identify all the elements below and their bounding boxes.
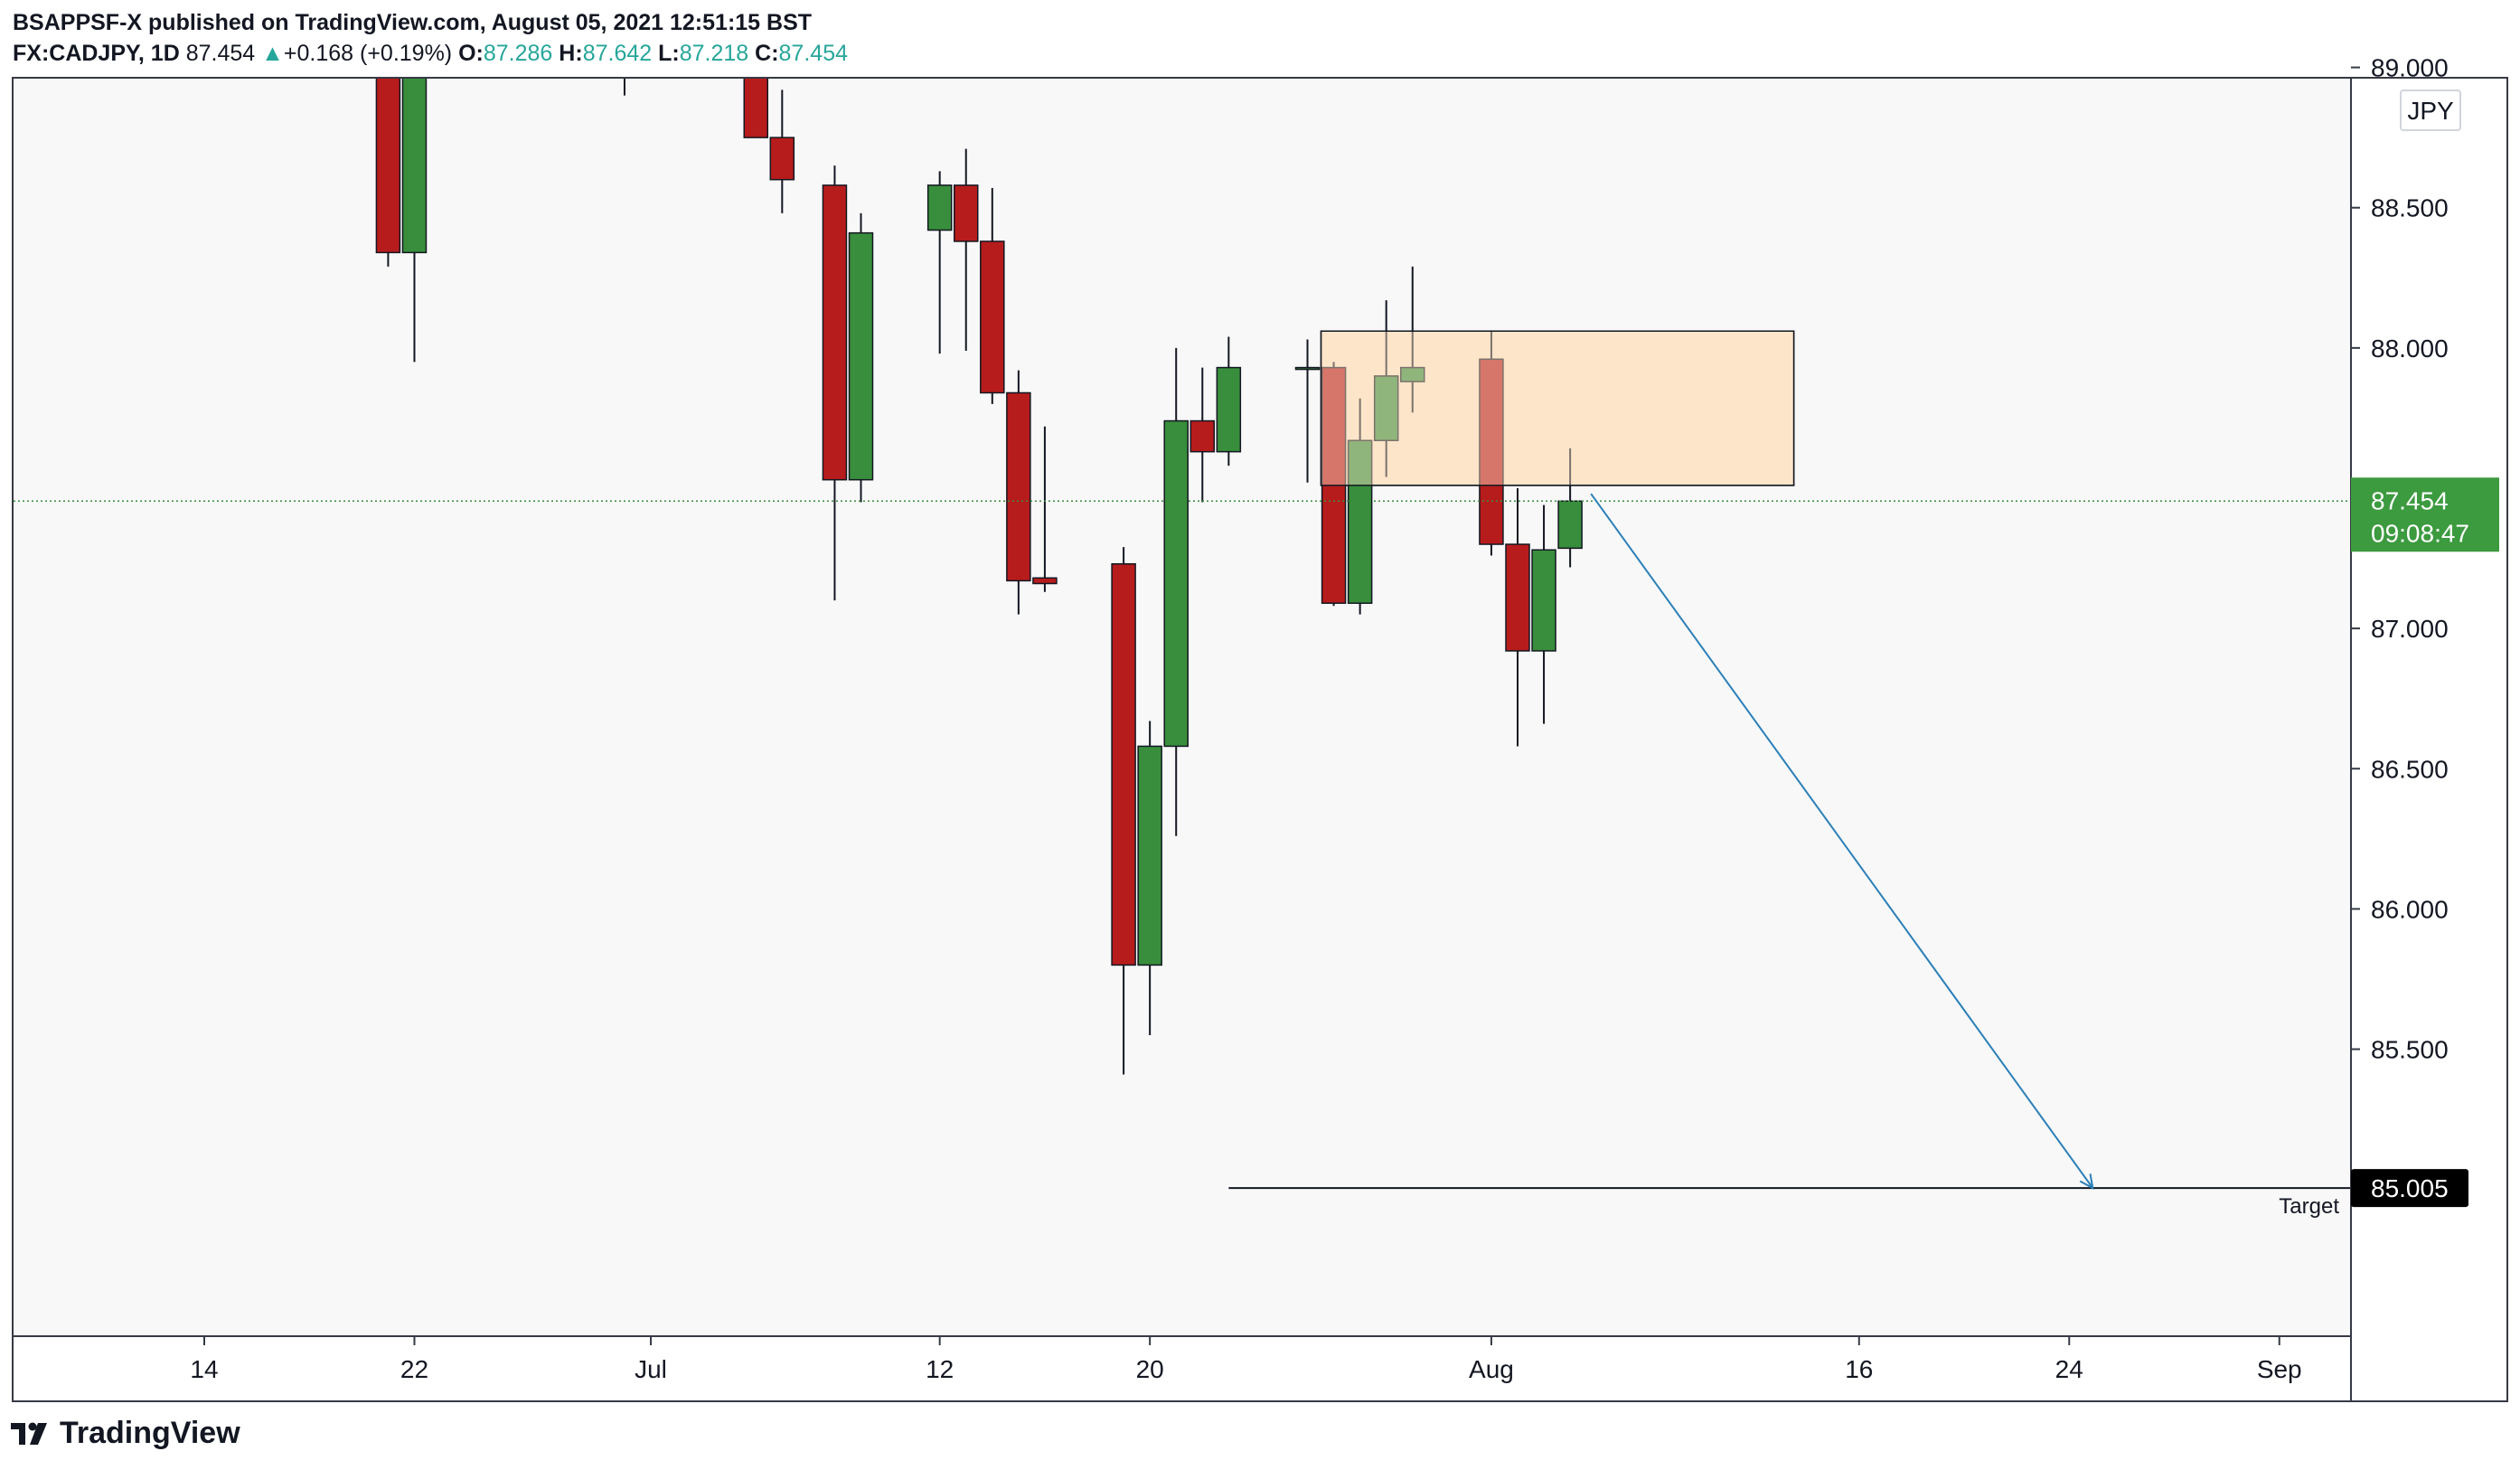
x-tick-label: Jul xyxy=(635,1355,667,1383)
y-tick-label: 87.000 xyxy=(2371,615,2449,643)
x-tick-label: Sep xyxy=(2257,1355,2302,1383)
x-tick-label: 14 xyxy=(190,1355,218,1383)
close-value: 87.454 xyxy=(778,41,848,66)
target-price-tag xyxy=(2351,1169,2468,1208)
candle-body[interactable] xyxy=(375,25,401,254)
candle-body[interactable] xyxy=(848,231,874,481)
candle-body[interactable] xyxy=(1557,500,1583,550)
candle-body[interactable] xyxy=(1400,366,1425,382)
candle-body[interactable] xyxy=(1479,358,1504,545)
projection-arrowhead-icon xyxy=(2079,1173,2094,1190)
y-tick-label: 85.500 xyxy=(2371,1036,2449,1064)
x-tick-label: 24 xyxy=(2055,1355,2083,1383)
tradingview-logo-icon xyxy=(11,1422,47,1445)
y-tick-label: 89.000 xyxy=(2371,54,2449,82)
y-tick-label: 88.000 xyxy=(2371,335,2449,363)
change-arrow-icon: ▲ xyxy=(261,41,284,66)
y-tick-label: 86.500 xyxy=(2371,755,2449,783)
candle-body[interactable] xyxy=(297,0,321,23)
candle-body[interactable] xyxy=(822,184,848,481)
tradingview-logo[interactable]: TradingView xyxy=(11,1416,240,1451)
target-text: Target xyxy=(2279,1194,2339,1219)
target-price-label: 85.005 xyxy=(2371,1174,2449,1202)
currency-button[interactable] xyxy=(2400,90,2461,131)
ohlc-line: FX:CADJPY, 1D 87.454 ▲+0.168 (+0.19%) O:… xyxy=(13,38,848,69)
supply-zone-overlay xyxy=(1320,330,1795,486)
x-tick-label: 16 xyxy=(1845,1355,1873,1383)
open-label: O: xyxy=(458,41,484,66)
candle-body[interactable] xyxy=(613,0,636,53)
symbol-label[interactable]: FX:CADJPY, 1D xyxy=(13,41,180,66)
candle-body[interactable] xyxy=(1347,439,1373,604)
candle-body[interactable] xyxy=(1189,419,1216,453)
low-label: L: xyxy=(658,41,680,66)
y-tick-label: 88.500 xyxy=(2371,194,2449,222)
candle-body[interactable] xyxy=(1505,543,1530,652)
last-price: 87.454 xyxy=(185,41,256,66)
candle-body[interactable] xyxy=(1032,577,1058,585)
candle-body[interactable] xyxy=(1163,419,1189,748)
candle-body[interactable] xyxy=(401,8,428,254)
current-price-label: 87.454 xyxy=(2371,486,2449,514)
candle-body[interactable] xyxy=(1216,366,1242,453)
candle-body[interactable] xyxy=(1531,549,1556,652)
low-value: 87.218 xyxy=(679,41,749,66)
candle-body[interactable] xyxy=(743,0,769,138)
candle-body[interactable] xyxy=(587,0,610,53)
publisher-line: BSAPPSF-X published on TradingView.com, … xyxy=(13,10,813,35)
candle-body[interactable] xyxy=(1137,745,1162,966)
y-tick-label: 86.000 xyxy=(2371,895,2449,923)
candle-body[interactable] xyxy=(1373,375,1399,441)
chart-frame xyxy=(12,77,2508,1402)
open-value: 87.286 xyxy=(483,41,553,66)
brand-name: TradingView xyxy=(60,1416,240,1450)
candle-body[interactable] xyxy=(953,184,979,242)
countdown-label: 09:08:47 xyxy=(2371,519,2469,547)
candle-body[interactable] xyxy=(769,137,795,181)
candle-body[interactable] xyxy=(1006,391,1031,582)
currency-label: JPY xyxy=(2407,97,2454,125)
x-tick-label: 22 xyxy=(400,1355,428,1383)
x-tick-label: Aug xyxy=(1469,1355,1514,1383)
projection-arrow-line[interactable] xyxy=(1590,493,2094,1189)
current-price-tag xyxy=(2351,477,2499,552)
high-value: 87.642 xyxy=(582,41,653,66)
candle-body[interactable] xyxy=(926,184,953,231)
x-tick-label: 12 xyxy=(926,1355,954,1383)
candle-body[interactable] xyxy=(1111,563,1136,966)
chart-header: BSAPPSF-X published on TradingView.com, … xyxy=(13,7,848,69)
candle-body[interactable] xyxy=(1294,366,1321,371)
candle-body[interactable] xyxy=(980,240,1005,394)
close-label: C: xyxy=(755,41,779,66)
high-label: H: xyxy=(559,41,583,66)
change-value: +0.168 (+0.19%) xyxy=(283,41,453,66)
candle-body[interactable] xyxy=(429,0,453,8)
x-tick-label: 20 xyxy=(1136,1355,1164,1383)
supply-zone-box[interactable] xyxy=(1320,330,1795,486)
